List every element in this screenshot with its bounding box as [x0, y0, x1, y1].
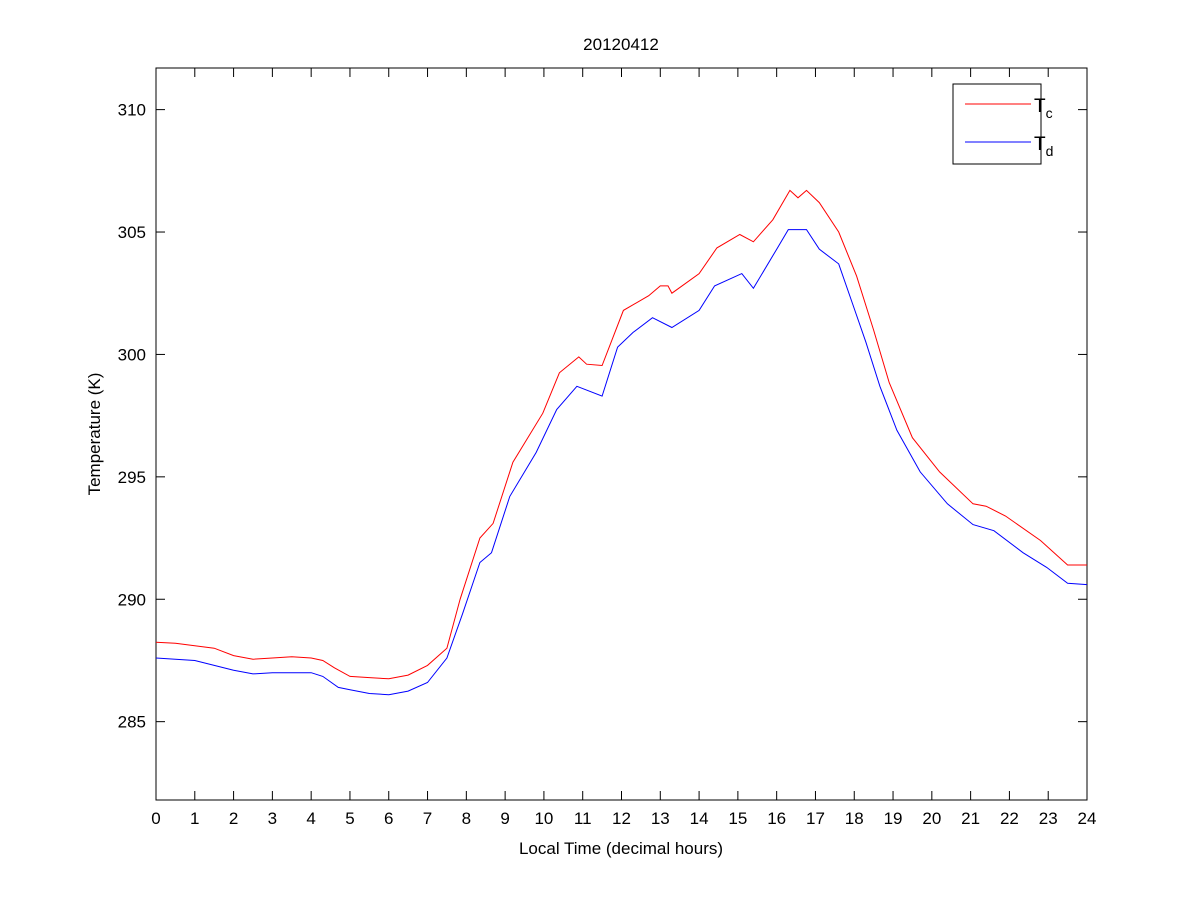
- y-tick-label: 285: [118, 713, 146, 732]
- x-tick-label: 21: [961, 809, 980, 828]
- x-tick-label: 19: [884, 809, 903, 828]
- x-tick-label: 1: [190, 809, 199, 828]
- y-tick-label: 295: [118, 468, 146, 487]
- y-tick-label: 290: [118, 590, 146, 609]
- plot-area: [155, 67, 1088, 801]
- series-line-tc: [155, 189, 1087, 680]
- legend-label-td-main: T: [1034, 134, 1046, 155]
- y-tick-label: 300: [118, 345, 146, 364]
- x-tick-label: 11: [574, 809, 592, 828]
- x-tick-label: 0: [151, 809, 160, 828]
- chart-title: 20120412: [583, 35, 659, 54]
- x-tick-label: 7: [423, 809, 432, 828]
- x-tick-label: 14: [690, 809, 709, 828]
- legend-label-tc: Tc: [1034, 96, 1053, 121]
- x-tick-label: 12: [612, 809, 631, 828]
- x-tick-label: 22: [1000, 809, 1019, 828]
- legend-label-td-sub: d: [1046, 143, 1054, 159]
- x-tick-label: 16: [767, 809, 786, 828]
- y-tick-label: 310: [118, 101, 146, 120]
- x-tick-label: 10: [534, 809, 553, 828]
- x-tick-label: 18: [845, 809, 864, 828]
- x-tick-label: 6: [384, 809, 393, 828]
- x-tick-label: 17: [806, 809, 825, 828]
- x-tick-label: 9: [500, 809, 509, 828]
- x-tick-label: 3: [268, 809, 277, 828]
- x-tick-label: 2: [229, 809, 238, 828]
- x-tick-label: 15: [728, 809, 747, 828]
- x-tick-label: 4: [306, 809, 315, 828]
- x-axis-label: Local Time (decimal hours): [519, 839, 723, 858]
- y-axis-label: Temperature (K): [85, 373, 104, 496]
- legend-label-td: Td: [1034, 134, 1053, 159]
- x-tick-label: 24: [1078, 809, 1097, 828]
- legend-label-tc-sub: c: [1046, 105, 1053, 121]
- x-tick-label: 8: [462, 809, 471, 828]
- x-tick-label: 23: [1039, 809, 1058, 828]
- x-tick-label: 20: [922, 809, 941, 828]
- y-tick-label: 305: [118, 223, 146, 242]
- legend: Tc Td: [952, 83, 1053, 165]
- x-tick-label: 13: [651, 809, 670, 828]
- x-tick-label: 5: [345, 809, 354, 828]
- legend-label-tc-main: T: [1034, 96, 1046, 117]
- legend-box: [952, 83, 1042, 165]
- series-line-td: [155, 229, 1088, 696]
